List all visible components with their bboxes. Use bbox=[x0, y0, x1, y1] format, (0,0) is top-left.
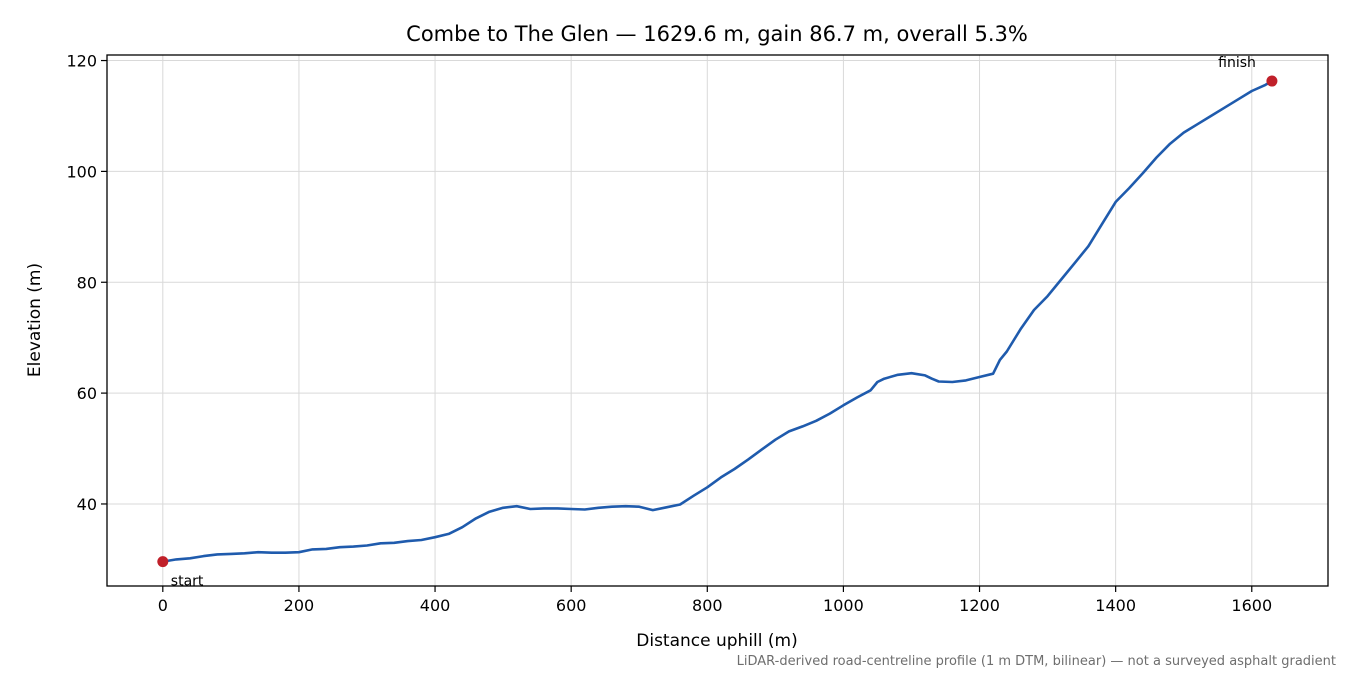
elevation-line bbox=[161, 79, 1274, 563]
x-tick-label: 1000 bbox=[823, 596, 864, 615]
y-tick-label: 40 bbox=[77, 495, 97, 514]
x-tick-label: 1200 bbox=[959, 596, 1000, 615]
y-axis-label: Elevation (m) bbox=[25, 263, 45, 377]
finish-label: finish bbox=[1218, 55, 1256, 71]
x-tick-label: 200 bbox=[284, 596, 315, 615]
axis-ticks: 0 200 400 600 800 1000 1200 1400 1600 40 60 80 100 12… bbox=[66, 52, 1272, 615]
plot-frame bbox=[106, 54, 1329, 587]
x-tick-label: 1600 bbox=[1231, 596, 1272, 615]
plot-area: start finish bbox=[157, 55, 1278, 590]
grid-lines bbox=[107, 55, 1328, 586]
y-tick-label: 100 bbox=[66, 162, 97, 181]
x-tick-label: 0 bbox=[158, 596, 168, 615]
chart-title: Combe to The Glen — 1629.6 m, gain 86.7 … bbox=[406, 22, 1028, 46]
x-tick-label: 800 bbox=[692, 596, 723, 615]
y-tick-label: 80 bbox=[77, 273, 97, 292]
x-tick-label: 400 bbox=[420, 596, 451, 615]
footnote: LiDAR-derived road-centreline profile (1… bbox=[737, 654, 1336, 669]
x-tick-label: 1400 bbox=[1095, 596, 1136, 615]
start-marker bbox=[157, 556, 169, 568]
y-tick-label: 120 bbox=[66, 52, 97, 71]
start-label: start bbox=[171, 574, 204, 590]
x-axis-label: Distance uphill (m) bbox=[636, 631, 797, 651]
x-tick-label: 600 bbox=[556, 596, 587, 615]
finish-marker bbox=[1266, 75, 1278, 87]
y-tick-label: 60 bbox=[77, 384, 97, 403]
